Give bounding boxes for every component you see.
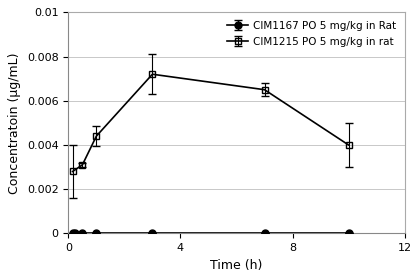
X-axis label: Time (h): Time (h) <box>210 259 262 272</box>
Y-axis label: Concentratoin (μg/mL): Concentratoin (μg/mL) <box>8 52 21 193</box>
Legend: CIM1167 PO 5 mg/kg in Rat, CIM1215 PO 5 mg/kg in rat: CIM1167 PO 5 mg/kg in Rat, CIM1215 PO 5 … <box>224 18 399 50</box>
